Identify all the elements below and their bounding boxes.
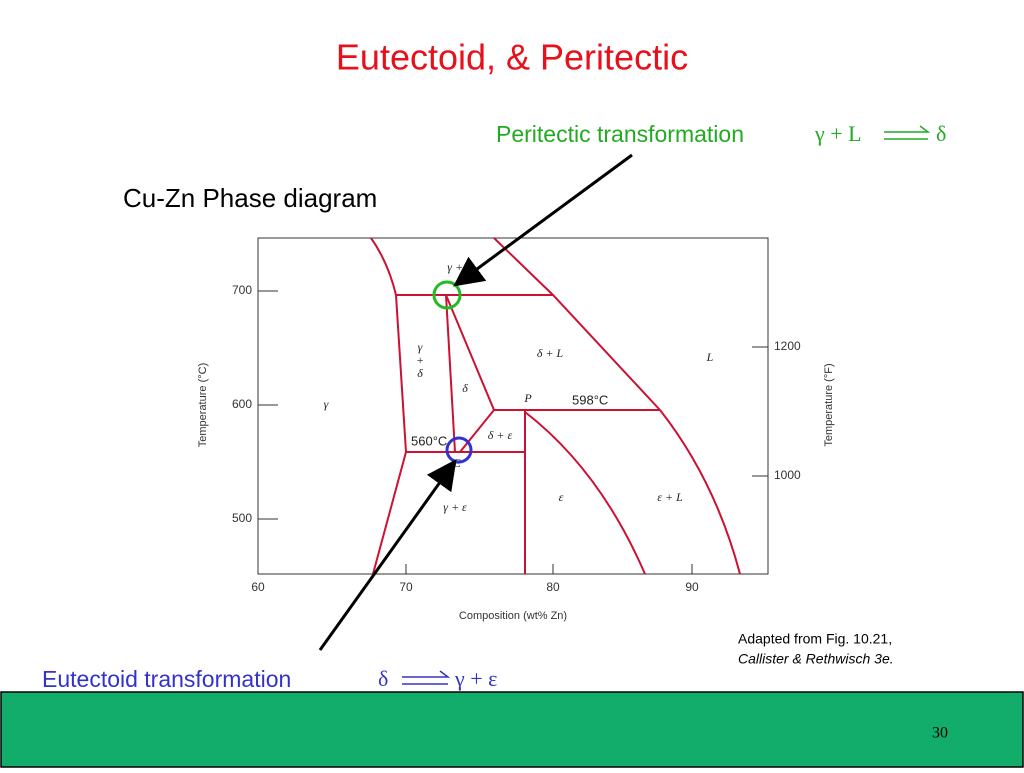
eutectoid-reaction-left: δ bbox=[378, 666, 388, 691]
eutectoid-label: Eutectoid transformation bbox=[42, 666, 291, 692]
phase-label: γ + ε bbox=[443, 500, 467, 514]
temperature-annotation: 560°C bbox=[411, 433, 447, 448]
caption-line: Callister & Rethwisch 3e. bbox=[738, 651, 894, 667]
temperature-annotation: 598°C bbox=[572, 392, 608, 407]
y2-axis-label: Temperature (°F) bbox=[823, 363, 835, 446]
y-tick-label: 500 bbox=[232, 511, 252, 525]
pointer-arrow bbox=[453, 153, 633, 287]
slide-title: Eutectoid, & Peritectic bbox=[336, 37, 688, 78]
footer-bar bbox=[0, 691, 1024, 768]
phase-boundaries bbox=[370, 237, 741, 575]
x-tick-label: 90 bbox=[685, 580, 699, 594]
x-axis-label: Composition (wt% Zn) bbox=[459, 610, 567, 622]
y-tick-label: 700 bbox=[232, 283, 252, 297]
eutectoid-circle bbox=[445, 436, 473, 464]
y2-tick-label: 1200 bbox=[774, 339, 801, 353]
peritectic-circle bbox=[432, 280, 462, 310]
phase-label: δ + L bbox=[537, 346, 564, 360]
subtitle: Cu-Zn Phase diagram bbox=[123, 183, 377, 213]
peritectic-label: Peritectic transformation bbox=[496, 121, 744, 147]
phase-label: γ bbox=[324, 397, 329, 411]
phase-label: γ bbox=[418, 340, 423, 354]
phase-label: γ + L bbox=[447, 260, 473, 274]
x-tick-label: 80 bbox=[546, 580, 560, 594]
x-tick-label: 70 bbox=[399, 580, 413, 594]
peritectic-reaction-left: γ + L bbox=[814, 121, 862, 146]
point-label: P bbox=[523, 391, 532, 405]
eutectoid-reaction-right: γ + ε bbox=[454, 666, 497, 691]
phase-label: ε + L bbox=[657, 490, 683, 504]
equilibrium-arrows bbox=[402, 670, 451, 685]
page-number: 30 bbox=[932, 725, 948, 742]
ticks bbox=[258, 290, 768, 574]
pointer-arrow bbox=[318, 459, 457, 651]
phase-label: δ + ε bbox=[488, 428, 513, 442]
plot-frame bbox=[257, 237, 769, 575]
equilibrium-arrows bbox=[884, 125, 931, 140]
peritectic-reaction-right: δ bbox=[936, 121, 946, 146]
caption-line: Adapted from Fig. 10.21, bbox=[738, 631, 892, 647]
phase-label: ε bbox=[559, 490, 564, 504]
x-tick-label: 60 bbox=[251, 580, 265, 594]
y2-tick-label: 1000 bbox=[774, 468, 801, 482]
phase-label: + bbox=[416, 353, 424, 367]
phase-label: δ bbox=[417, 366, 423, 380]
phase-diagram: 700 600 500 1200 1000 60 70 80 90 Compos… bbox=[197, 237, 835, 622]
y-axis-label: Temperature (°C) bbox=[197, 363, 209, 447]
phase-label: δ bbox=[462, 381, 468, 395]
y-tick-label: 600 bbox=[232, 397, 252, 411]
phase-label: L bbox=[706, 350, 714, 364]
